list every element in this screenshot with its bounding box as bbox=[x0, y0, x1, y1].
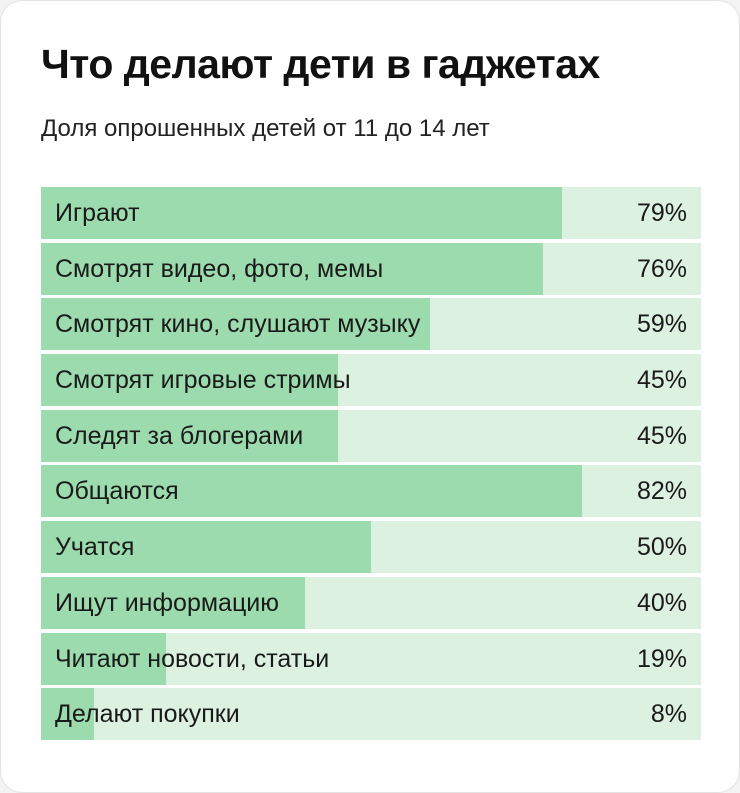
category-label: Следят за блогерами bbox=[55, 421, 304, 450]
bar bbox=[41, 688, 94, 741]
value-label: 79% bbox=[636, 199, 687, 227]
bar-chart: Играют 79% Смотрят видео, фото, мемы 76% Смо… bbox=[41, 187, 701, 744]
category-label: Смотрят игровые стримы bbox=[55, 366, 351, 395]
bar bbox=[41, 632, 167, 685]
category-label: Делают покупки bbox=[55, 700, 240, 729]
bar bbox=[41, 298, 431, 351]
bar-row: Смотрят кино, слушают музыку 59% bbox=[41, 298, 701, 351]
category-label: Учатся bbox=[55, 533, 135, 562]
bar-row: Следят за блогерами 45% bbox=[41, 409, 701, 462]
category-label: Читают новости, статьи bbox=[55, 644, 330, 673]
bar-row: Общаются 82% bbox=[41, 465, 701, 518]
bar-row: Смотрят видео, фото, мемы 76% bbox=[41, 242, 701, 295]
bar-row: Учатся 50% bbox=[41, 521, 701, 574]
value-label: 45% bbox=[636, 421, 687, 450]
value-label: 40% bbox=[636, 588, 687, 617]
bar bbox=[41, 465, 583, 518]
bar bbox=[41, 521, 371, 574]
bar-row: Ищут информацию 40% bbox=[41, 576, 701, 629]
bar-row: Смотрят игровые стримы 45% bbox=[41, 354, 701, 407]
category-label: Смотрят кино, слушают музыку bbox=[55, 310, 421, 339]
bar bbox=[41, 354, 338, 407]
bar bbox=[41, 576, 305, 629]
bar bbox=[41, 409, 338, 462]
bar bbox=[41, 187, 563, 239]
value-label: 8% bbox=[650, 700, 687, 729]
chart-title: Что делают дети в гаджетах bbox=[41, 41, 600, 87]
bar-row: Читают новости, статьи 19% bbox=[41, 632, 701, 685]
value-label: 76% bbox=[636, 254, 687, 283]
bar-row: Делают покупки 8% bbox=[41, 688, 701, 741]
category-label: Смотрят видео, фото, мемы bbox=[55, 254, 384, 283]
value-label: 50% bbox=[636, 533, 687, 562]
chart-subtitle: Доля опрошенных детей от 11 до 14 лет bbox=[41, 115, 490, 142]
category-label: Играют bbox=[55, 199, 140, 227]
bar-row: Играют 79% bbox=[41, 187, 701, 239]
value-label: 59% bbox=[636, 310, 687, 339]
category-label: Ищут информацию bbox=[55, 588, 279, 617]
value-label: 45% bbox=[636, 366, 687, 395]
category-label: Общаются bbox=[55, 477, 179, 506]
value-label: 82% bbox=[636, 477, 687, 506]
value-label: 19% bbox=[636, 644, 687, 673]
bar bbox=[41, 242, 543, 295]
